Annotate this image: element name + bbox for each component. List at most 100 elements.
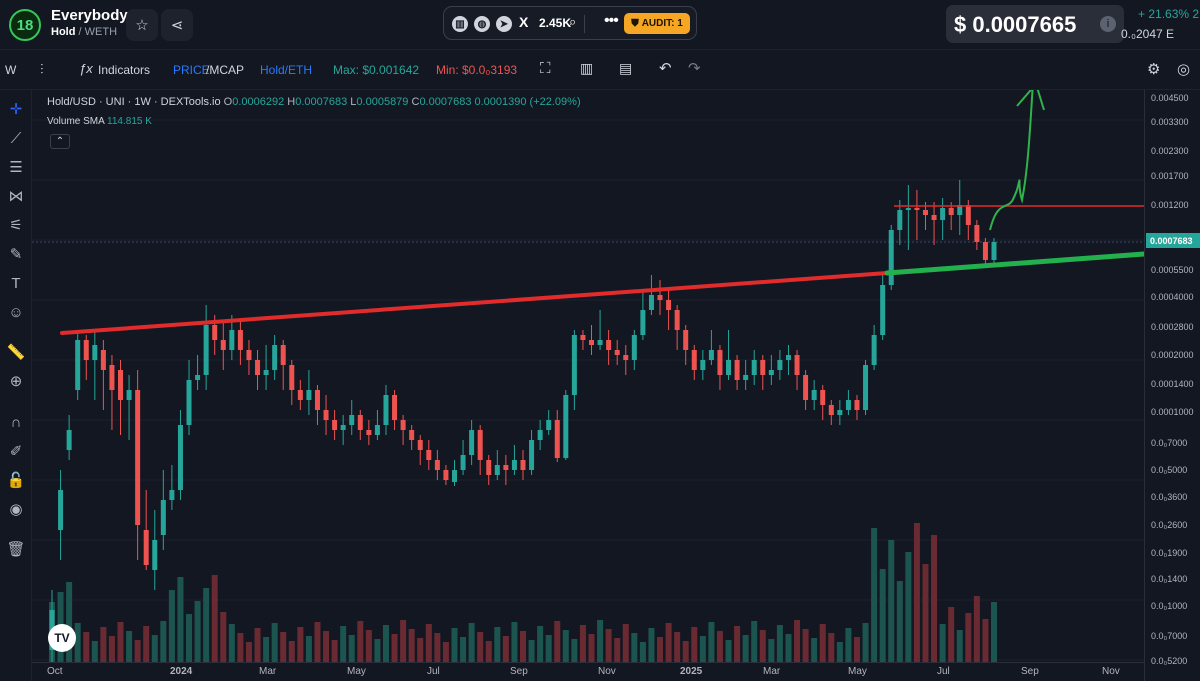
horizontal-lines-icon[interactable]: ☰: [9, 159, 23, 176]
volume-bar: [699, 636, 706, 662]
volume-bar: [888, 540, 895, 662]
volume-bar: [245, 642, 252, 662]
interval-selector[interactable]: W: [5, 63, 17, 77]
lock-icon[interactable]: 🔓: [6, 472, 26, 489]
candle-body: [323, 410, 329, 420]
volume-bar: [905, 552, 912, 662]
price-tick: 0.0005500: [1151, 265, 1194, 275]
candle-body: [940, 208, 946, 220]
trendline-icon[interactable]: ⟋: [10, 129, 22, 147]
volume-bar: [66, 582, 73, 662]
volume-bar: [939, 624, 946, 662]
volume-bar: [100, 627, 107, 662]
time-tick: Mar: [259, 666, 277, 677]
favorite-button[interactable]: ☆: [126, 9, 158, 41]
token-name: Everybody: [51, 7, 128, 24]
volume-bar: [776, 625, 783, 662]
volume-bar: [228, 624, 235, 662]
star-icon: ☆: [135, 17, 149, 34]
volume-bar: [545, 635, 552, 662]
volume-bar: [588, 634, 595, 662]
compare-chart-icon[interactable]: ▤: [619, 60, 633, 76]
current-price: $ 0.0007665: [954, 12, 1077, 37]
volume-bar: [853, 637, 860, 662]
ruler-icon[interactable]: 📏: [6, 344, 26, 361]
time-axis[interactable]: Oct 2024 Mar May Jul Sep Nov 2025 Mar May Jul Sep No…: [32, 662, 1144, 681]
volume-bar: [682, 641, 689, 662]
chart-icon[interactable]: ▥: [452, 16, 468, 32]
price-tick: 0.0₀5000: [1151, 465, 1188, 475]
zoom-icon[interactable]: ⊕: [9, 373, 23, 390]
pattern-icon[interactable]: ⋈: [8, 188, 24, 205]
candle-body: [443, 470, 449, 480]
price-axis[interactable]: 0.0007683 0.004500 0.003300 0.002300 0.0017…: [1144, 90, 1200, 681]
share-icon: ⋖: [170, 17, 184, 34]
volume-bar: [220, 612, 227, 662]
candle-body: [503, 465, 509, 470]
price-toggle[interactable]: PRICE: [173, 63, 210, 77]
token-header: 18 Everybody Hold / WETH ☆ ⋖ ▥ ◍ ➤ X 2.4…: [0, 0, 1200, 50]
volume-bar: [271, 623, 278, 662]
trash-icon[interactable]: 🗑: [6, 541, 26, 558]
candle-body: [888, 230, 894, 285]
settings-icon[interactable]: ⚙: [1147, 61, 1161, 78]
candle-body: [854, 400, 860, 410]
crosshair-icon[interactable]: ✛: [9, 101, 23, 118]
text-icon[interactable]: T: [11, 274, 21, 292]
price-tick: 0.0₀3600: [1151, 492, 1188, 502]
candle-body: [648, 295, 654, 310]
candle-body: [982, 242, 988, 260]
candle-body: [606, 340, 612, 350]
chart-canvas[interactable]: [32, 81, 1147, 681]
bar-chart-icon[interactable]: ▥: [580, 60, 594, 76]
indicators-icon[interactable]: ƒx: [79, 61, 93, 76]
mcap-toggle[interactable]: /MCAP: [206, 63, 245, 77]
share-button[interactable]: ⋖: [161, 9, 193, 41]
price-tick: 0.001700: [1151, 171, 1189, 181]
lock-drawing-icon[interactable]: ✐: [9, 443, 23, 460]
collapse-legend-button[interactable]: ⌃: [50, 134, 70, 149]
candle-body: [314, 390, 320, 410]
search-icon[interactable]: ⌕: [569, 14, 577, 29]
candle-body: [700, 360, 706, 370]
volume-bar: [657, 637, 664, 662]
redo-icon[interactable]: ↷: [688, 60, 701, 77]
candle-body: [529, 440, 535, 470]
pair-base: Hold: [51, 26, 76, 38]
high-label: H: [287, 96, 296, 108]
pair-toggle[interactable]: Hold/ETH: [260, 63, 313, 77]
volume-bar: [708, 622, 715, 662]
magnet-icon[interactable]: ∩: [10, 413, 22, 431]
emoji-icon[interactable]: ☺: [8, 303, 24, 321]
candle-body: [160, 500, 166, 535]
volume-bar: [83, 632, 90, 662]
candle-body: [760, 360, 766, 375]
x-icon[interactable]: X: [519, 14, 529, 30]
volume-bar: [391, 634, 398, 662]
candle-body: [118, 370, 124, 400]
brush-icon[interactable]: ✎: [9, 246, 23, 263]
telegram-icon[interactable]: ➤: [496, 16, 512, 32]
price-tick: 0.0002000: [1151, 350, 1194, 360]
price-chart[interactable]: [32, 81, 1147, 681]
time-tick: Sep: [510, 666, 528, 677]
undo-icon[interactable]: ↶: [659, 60, 672, 77]
globe-icon[interactable]: ◍: [474, 16, 490, 32]
candle-body: [511, 460, 517, 470]
volume-bar: [631, 633, 638, 662]
screenshot-icon[interactable]: ◎: [1177, 61, 1191, 78]
candle-type-icon[interactable]: ⫶: [40, 61, 44, 77]
candle-body: [349, 415, 355, 425]
more-icon[interactable]: •••: [604, 12, 619, 29]
fib-icon[interactable]: ⚟: [9, 217, 23, 234]
volume-bar: [973, 596, 980, 662]
volume-label: Volume SMA: [47, 116, 105, 127]
fullscreen-icon[interactable]: ⛶: [540, 60, 551, 77]
audit-badge[interactable]: ⛊ AUDIT: 1: [624, 13, 690, 34]
volume-bar: [400, 620, 407, 662]
candle-body: [400, 420, 406, 430]
eye-icon[interactable]: ◉: [9, 501, 23, 518]
tradingview-logo[interactable]: TV: [48, 624, 76, 652]
info-icon[interactable]: i: [1100, 16, 1116, 32]
indicators-button[interactable]: Indicators: [98, 63, 151, 77]
